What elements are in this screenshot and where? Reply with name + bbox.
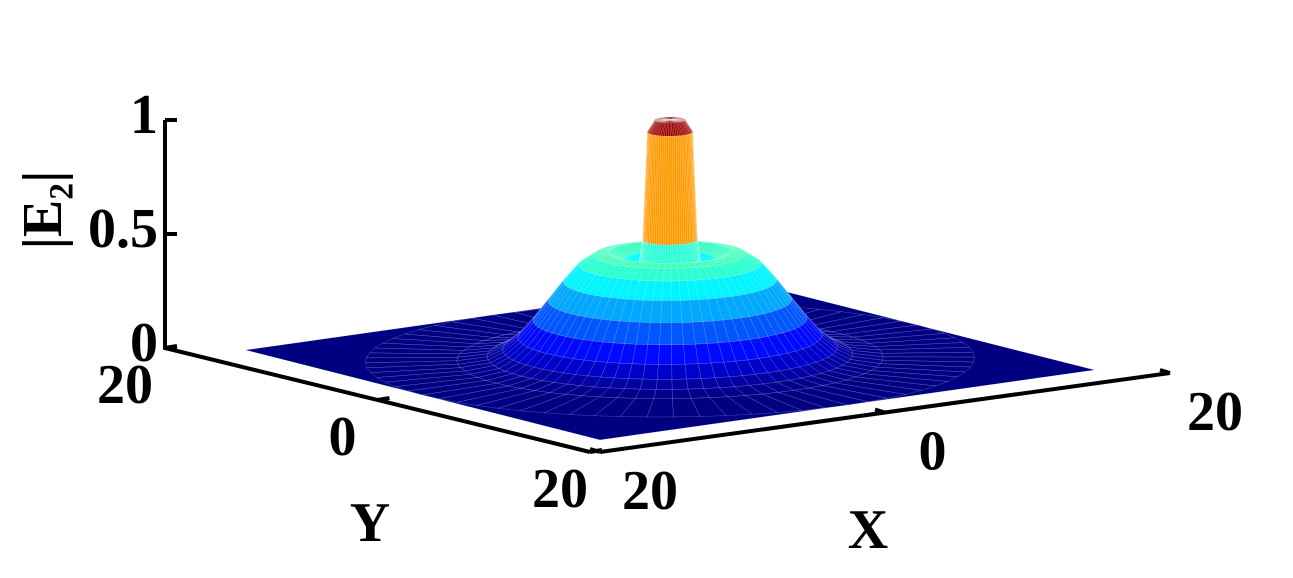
z-tick-label: 1 — [130, 84, 158, 146]
surface-patch — [645, 344, 660, 365]
y-tick — [164, 344, 178, 350]
surface-patch — [670, 280, 681, 301]
z-tick-label: 0.5 — [88, 198, 158, 260]
surface-patch — [671, 388, 692, 399]
surface-patch — [658, 344, 672, 365]
y-tick-label: 20 — [532, 458, 588, 520]
x-tick — [589, 447, 601, 454]
surface-patch — [671, 322, 684, 345]
surface-patch — [642, 364, 659, 380]
surface-patch — [661, 280, 672, 301]
x-tick — [1159, 368, 1171, 375]
surface-patch — [671, 300, 683, 323]
surface-patch — [655, 379, 673, 390]
surface-patch — [671, 364, 687, 380]
y-tick — [377, 396, 390, 402]
x-axis-label: X — [848, 499, 888, 561]
surface-patch — [662, 268, 672, 282]
surface-patch — [660, 300, 672, 323]
x-tick-label: 0 — [919, 420, 947, 482]
z-tick-label: 0 — [130, 312, 158, 374]
y-tick-label: 20 — [97, 354, 153, 416]
y-axis-label: Y — [350, 492, 390, 554]
surface-patch — [659, 322, 672, 345]
x-tick-label: 20 — [1187, 381, 1243, 443]
surface-patch — [664, 263, 671, 269]
surface-patch — [670, 136, 673, 246]
surface-patch — [684, 363, 702, 380]
surface-patch — [671, 378, 689, 390]
surface-patch — [671, 344, 686, 365]
surface-patch — [653, 389, 673, 399]
surface-patch — [640, 378, 658, 390]
x-tick-label: 20 — [622, 460, 678, 522]
x-tick — [874, 407, 886, 415]
surface-patch — [657, 364, 673, 380]
y-tick-label: 0 — [329, 406, 357, 468]
surface-patch — [686, 378, 704, 390]
surface-patch — [667, 136, 671, 246]
surface-patch — [646, 398, 674, 418]
surface-patch — [670, 268, 680, 282]
surface-patch — [366, 352, 460, 359]
z-axis-label: |E₂| — [12, 171, 74, 250]
